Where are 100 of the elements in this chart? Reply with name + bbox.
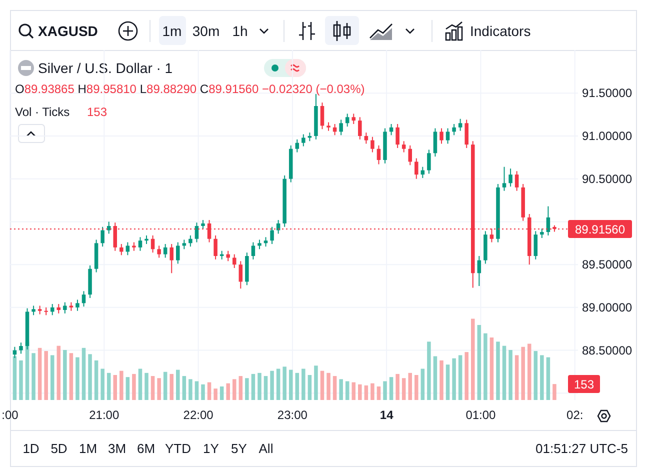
bar (50, 355, 54, 400)
candlestick (232, 254, 236, 268)
candlestick (150, 234, 155, 254)
text: 1Y (203, 441, 220, 456)
bar (138, 368, 142, 400)
bar (56, 346, 61, 400)
bar (332, 376, 337, 400)
bar (276, 368, 280, 400)
y-tick-label: 89.50000 (582, 258, 632, 272)
bar (546, 357, 550, 400)
candlestick (370, 136, 374, 153)
ref-line-label: 89.91560 (574, 222, 626, 236)
bar (408, 372, 412, 400)
bar (383, 381, 387, 400)
y-tick-label: 91.50000 (582, 86, 632, 100)
bar (44, 351, 48, 400)
bar (38, 348, 42, 400)
bar (163, 372, 168, 400)
candlestick (295, 138, 300, 153)
bar (214, 388, 218, 400)
bar (245, 378, 249, 400)
bar (264, 376, 268, 400)
bar (521, 346, 525, 400)
text: 6M (136, 441, 156, 456)
candlestick (32, 305, 36, 316)
candlestick (76, 299, 80, 312)
bar (402, 378, 406, 400)
candlestick (120, 244, 124, 256)
bar (288, 370, 293, 400)
candlestick (176, 242, 180, 264)
candlestick (396, 124, 400, 148)
bar (188, 379, 192, 400)
y-tick-label: 91.00000 (582, 129, 632, 143)
text: 1M (78, 441, 98, 456)
bar (82, 348, 86, 400)
bar (464, 352, 468, 400)
bar (170, 374, 174, 400)
bar (540, 355, 544, 400)
bar (182, 376, 186, 400)
bar (358, 384, 362, 400)
bar (113, 374, 118, 400)
bar (502, 346, 506, 400)
candlestick (320, 102, 324, 130)
candlestick (56, 304, 61, 314)
bar (150, 376, 155, 400)
bar (100, 368, 104, 400)
text: O89.93865 H89.95810 L89.88290 C89.91560 −0.02320 (−0.03%) (15, 82, 365, 96)
y-tick-label: 89.00000 (582, 300, 632, 314)
bar (396, 374, 400, 400)
text: All (258, 441, 274, 456)
candlestick (302, 134, 306, 147)
candlestick (458, 118, 462, 132)
text: 1h (232, 23, 248, 39)
bar (389, 377, 394, 400)
candlestick (157, 245, 161, 258)
text: 3M (108, 441, 126, 456)
candlestick (188, 234, 192, 248)
bar (527, 344, 532, 400)
candlestick (408, 144, 412, 166)
bar (484, 333, 488, 400)
candlestick (339, 119, 343, 136)
bar (226, 383, 230, 400)
bar (552, 384, 556, 400)
candlestick (514, 170, 519, 192)
text: Indicators (470, 23, 531, 39)
x-tick-label: 23:00 (277, 408, 308, 422)
candlestick (163, 244, 168, 258)
text: 1D (22, 441, 40, 456)
bar (508, 350, 512, 400)
bar (446, 364, 450, 400)
candlestick (364, 132, 368, 144)
candlestick (414, 158, 418, 180)
candlestick (126, 242, 130, 256)
bar (120, 370, 124, 400)
x-tick-label: :00 (2, 408, 19, 422)
bar (370, 383, 374, 400)
bar (201, 384, 205, 400)
text: YTD (165, 441, 191, 456)
bar (314, 366, 318, 400)
bar (69, 353, 74, 400)
bar (258, 372, 262, 400)
candlestick (452, 124, 456, 136)
candlestick (508, 168, 512, 188)
bar (345, 381, 350, 400)
candlestick (502, 166, 506, 192)
bar (144, 372, 148, 400)
y-tick-label: 90.50000 (582, 172, 632, 186)
candlestick (238, 260, 243, 290)
bar (514, 355, 519, 400)
candlestick (138, 236, 142, 252)
x-tick-label: 02: (566, 408, 584, 422)
candlestick (182, 239, 186, 250)
candlestick (201, 220, 205, 230)
candlestick (264, 236, 268, 248)
bar (76, 357, 80, 400)
candlestick (446, 128, 450, 144)
x-tick-label: 01:00 (466, 408, 496, 422)
bar (126, 377, 130, 400)
candlestick (464, 119, 468, 148)
bar (88, 354, 92, 400)
